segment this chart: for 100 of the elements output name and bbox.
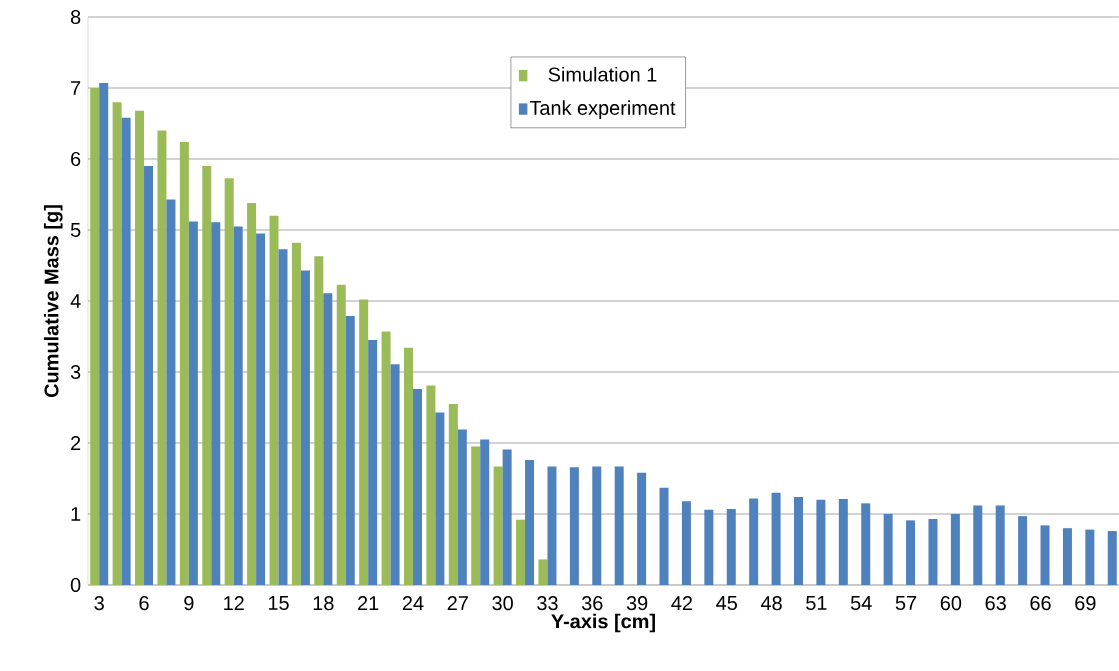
bar xyxy=(336,284,346,585)
bar xyxy=(592,466,602,585)
y-tick-label: 8 xyxy=(70,9,81,25)
bar xyxy=(1062,528,1072,585)
y-tick-label: 4 xyxy=(70,294,81,308)
bar xyxy=(211,222,221,585)
bar xyxy=(300,270,310,585)
bar xyxy=(1107,531,1117,585)
bar xyxy=(426,385,436,585)
bar xyxy=(157,130,167,585)
bar xyxy=(112,102,122,585)
bar xyxy=(448,403,458,585)
bar xyxy=(1085,529,1095,585)
x-tick-label: 48 xyxy=(760,596,782,611)
y-tick-label: 3 xyxy=(70,364,81,380)
bar xyxy=(166,199,176,585)
bar xyxy=(995,505,1005,585)
x-tick-label: 27 xyxy=(447,596,468,610)
x-tick-label: 30 xyxy=(492,596,513,611)
x-tick-label: 66 xyxy=(1030,596,1051,611)
x-tick-label: 51 xyxy=(806,596,827,610)
bar xyxy=(793,496,803,585)
bar xyxy=(480,439,490,585)
bar xyxy=(188,221,198,585)
bar xyxy=(121,117,131,585)
bar xyxy=(471,446,481,585)
bar xyxy=(403,347,413,585)
bar xyxy=(256,233,266,585)
y-tick-label: 1 xyxy=(71,507,81,521)
bar xyxy=(771,492,781,585)
bar xyxy=(179,141,189,585)
bar xyxy=(502,449,512,585)
bar xyxy=(1018,516,1028,585)
bar xyxy=(525,460,535,585)
x-tick-label: 33 xyxy=(537,596,558,611)
bar xyxy=(493,466,503,585)
x-tick-label: 42 xyxy=(671,596,692,610)
x-tick-label: 69 xyxy=(1075,596,1096,611)
bar xyxy=(412,389,422,585)
x-tick-label: 60 xyxy=(940,596,962,611)
bar xyxy=(314,256,324,585)
bar xyxy=(435,412,445,585)
y-tick-label: 6 xyxy=(71,151,81,167)
bar xyxy=(883,514,893,585)
bar xyxy=(973,505,983,585)
bar xyxy=(457,429,467,585)
bar xyxy=(144,166,154,585)
x-tick-label: 54 xyxy=(850,596,872,610)
bar xyxy=(1040,525,1050,585)
x-tick-label: 15 xyxy=(268,596,289,610)
bar xyxy=(637,472,647,585)
bar xyxy=(99,83,109,585)
bar xyxy=(323,293,333,585)
x-tick-label: 63 xyxy=(985,596,1006,611)
bar xyxy=(233,226,243,585)
bar xyxy=(269,215,279,585)
bar xyxy=(569,467,579,585)
bar xyxy=(861,503,871,585)
x-tick-label: 9 xyxy=(184,596,194,611)
bar xyxy=(224,178,234,585)
y-axis-title: Cumulative Mass [g] xyxy=(43,205,63,398)
bar xyxy=(278,249,288,585)
bar xyxy=(345,315,355,585)
bar xyxy=(359,299,369,585)
bar xyxy=(838,499,848,585)
x-tick-label: 18 xyxy=(313,596,334,611)
y-tick-label: 2 xyxy=(71,436,81,450)
bar xyxy=(749,498,759,585)
x-tick-label: 24 xyxy=(402,596,424,610)
bar xyxy=(291,242,301,585)
bar xyxy=(247,203,257,585)
x-tick-label: 21 xyxy=(358,596,379,610)
x-tick-label: 6 xyxy=(139,596,149,611)
bar xyxy=(906,520,916,585)
bar xyxy=(368,340,378,585)
bar xyxy=(614,466,624,585)
bar xyxy=(659,487,669,585)
x-tick-label: 39 xyxy=(626,596,648,611)
y-tick-label: 7 xyxy=(71,81,81,95)
bar xyxy=(516,519,526,585)
y-tick-label: 5 xyxy=(70,223,81,237)
bar xyxy=(681,501,691,585)
x-tick-label: 36 xyxy=(581,596,603,611)
x-tick-label: 57 xyxy=(895,596,917,610)
bar xyxy=(816,499,826,585)
legend-label: Simulation 1 xyxy=(548,66,657,82)
legend-label: Tank experiment xyxy=(529,100,676,119)
bar xyxy=(90,87,100,585)
bar xyxy=(950,514,960,585)
bar xyxy=(726,509,736,585)
bar xyxy=(704,509,714,585)
bar xyxy=(547,466,557,585)
y-tick-label: 0 xyxy=(70,577,81,593)
x-tick-label: 45 xyxy=(716,596,737,610)
bar xyxy=(390,364,400,585)
bar xyxy=(381,331,391,585)
bar xyxy=(202,166,212,585)
x-axis-title: Y-axis [cm] xyxy=(551,613,655,633)
bar xyxy=(135,110,145,585)
bar xyxy=(928,518,938,585)
